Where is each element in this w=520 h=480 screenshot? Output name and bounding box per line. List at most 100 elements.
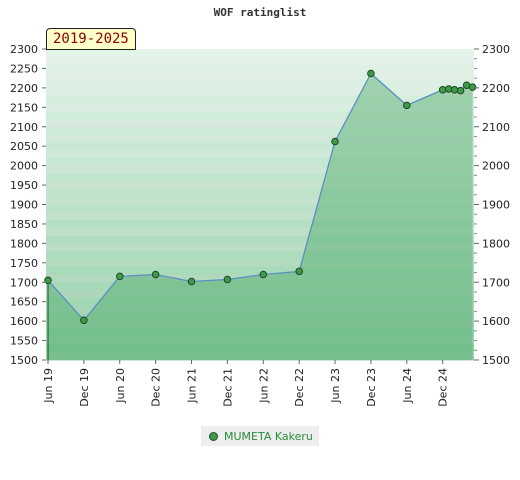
y-tick-label-right: 1900	[482, 199, 510, 212]
x-tick-label: Jun 21	[186, 368, 199, 404]
grid-band	[46, 344, 474, 353]
y-tick-label: 2250	[10, 62, 38, 75]
x-tick-label: Dec 23	[365, 368, 378, 407]
legend[interactable]: MUMETA Kakeru	[201, 426, 319, 446]
grid-band	[46, 157, 474, 167]
x-tick-label: Jun 23	[329, 368, 342, 404]
y-tick-label-right: 2200	[482, 82, 510, 95]
grid-band	[46, 204, 474, 213]
grid-band	[46, 282, 474, 291]
grid-band	[46, 111, 474, 120]
data-point	[295, 267, 303, 276]
y-tick-label-right: 1800	[482, 237, 510, 250]
x-tick-label: Jun 24	[401, 368, 414, 404]
y-tick-label: 1850	[10, 218, 38, 231]
grid-band	[46, 142, 474, 151]
y-tick-label: 1900	[10, 199, 38, 212]
y-tick-label-right: 2100	[482, 121, 510, 134]
grid-band	[46, 258, 474, 268]
x-tick-label: Jun 22	[257, 368, 270, 404]
x-tick-label: Dec 22	[293, 368, 306, 407]
grid-band	[46, 235, 474, 244]
data-point	[438, 86, 447, 94]
grid-band	[46, 118, 474, 128]
grid-band	[46, 336, 474, 345]
y-tick-label: 1600	[10, 315, 38, 328]
grid-band	[46, 305, 474, 314]
y-tick-label: 1800	[10, 237, 38, 250]
y-tick-label: 1500	[10, 354, 38, 367]
grid-band	[46, 321, 474, 330]
period-badge: 2019-2025	[46, 28, 136, 50]
grid-band	[46, 95, 474, 104]
data-point	[116, 272, 124, 281]
x-tick-label: Dec 19	[78, 368, 91, 407]
data-point	[468, 83, 477, 91]
data-point	[456, 86, 465, 95]
y-tick-label: 1700	[10, 276, 38, 289]
grid-band	[46, 134, 474, 143]
rating-area	[48, 73, 473, 360]
grid-band	[46, 328, 474, 338]
data-point	[187, 277, 196, 286]
grid-band	[46, 49, 474, 58]
y-tick-label: 1650	[10, 296, 38, 309]
data-point	[450, 86, 459, 94]
y-tick-label: 1950	[10, 179, 38, 192]
grid-band	[46, 251, 474, 260]
grid-band	[46, 181, 474, 190]
data-point	[331, 137, 339, 146]
y-tick-label: 1550	[10, 335, 38, 348]
y-tick-label: 2000	[10, 160, 38, 173]
y-tick-label-right: 1500	[482, 354, 510, 367]
data-point	[259, 270, 268, 279]
data-point	[44, 276, 52, 285]
grid-band	[46, 56, 474, 66]
grid-band	[46, 297, 474, 307]
data-point	[151, 270, 160, 279]
grid-band	[46, 173, 474, 182]
legend-marker-icon	[209, 431, 218, 441]
grid-band	[46, 165, 474, 174]
data-point	[80, 316, 88, 325]
grid-band	[46, 103, 474, 112]
x-tick-label: Jun 19	[42, 368, 55, 404]
grid-band	[46, 80, 474, 89]
grid-band	[46, 274, 474, 283]
grid-band	[46, 72, 474, 81]
data-point	[403, 101, 411, 110]
grid-band	[46, 64, 474, 73]
y-tick-label: 2150	[10, 101, 38, 114]
x-tick-label: Dec 21	[221, 368, 234, 407]
grid-band	[46, 87, 474, 97]
y-tick-label: 1750	[10, 257, 38, 270]
grid-band	[46, 266, 474, 275]
grid-band	[46, 126, 474, 136]
y-tick-label: 2200	[10, 82, 38, 95]
grid-band	[46, 212, 474, 221]
y-tick-label-right: 2000	[482, 160, 510, 173]
x-tick-label: Jun 20	[114, 368, 127, 404]
y-tick-label-right: 1700	[482, 276, 510, 289]
grid-band	[46, 188, 474, 198]
grid-band	[46, 352, 474, 361]
y-tick-label-right: 1600	[482, 315, 510, 328]
grid-band	[46, 196, 474, 205]
grid-band	[46, 290, 474, 299]
grid-band	[46, 313, 474, 322]
data-point	[223, 275, 232, 284]
y-tick-label: 2300	[10, 43, 38, 56]
grid-band	[46, 227, 474, 237]
y-tick-label-right: 2300	[482, 43, 510, 56]
y-tick-label: 2100	[10, 121, 38, 134]
chart-title: WOF ratinglist	[213, 6, 307, 19]
grid-band	[46, 150, 474, 159]
grid-band	[46, 220, 474, 229]
grid-band	[46, 243, 474, 252]
legend-label: MUMETA Kakeru	[224, 429, 313, 443]
x-tick-label: Dec 24	[437, 368, 450, 407]
x-tick-label: Dec 20	[150, 368, 163, 407]
data-point	[367, 69, 375, 78]
y-tick-label: 2050	[10, 140, 38, 153]
